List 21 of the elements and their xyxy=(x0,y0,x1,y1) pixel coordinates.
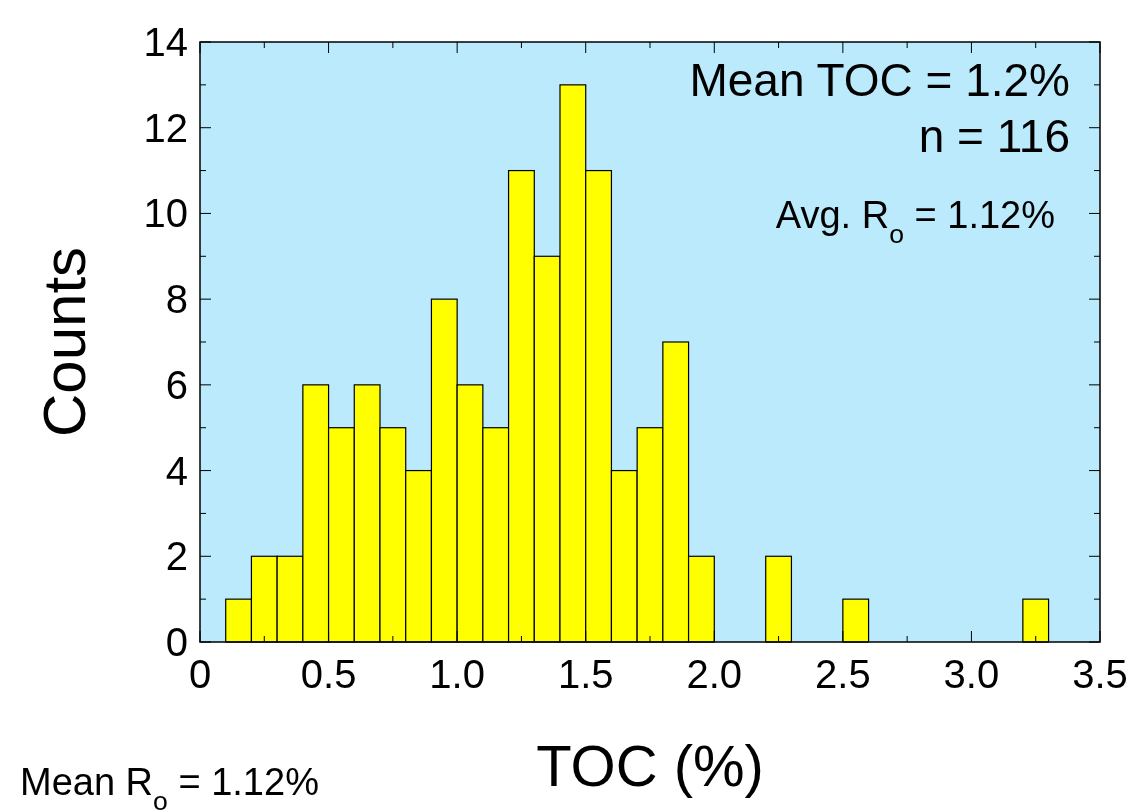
y-tick-label: 2 xyxy=(165,534,188,579)
x-tick-label: 2.0 xyxy=(686,652,743,696)
annotation: n = 116 xyxy=(918,110,1070,162)
y-tick-label: 4 xyxy=(165,448,188,493)
x-tick-label: 3.5 xyxy=(1072,652,1128,696)
y-tick-label: 0 xyxy=(165,620,188,664)
text: Mean R$_{o}$ = 1.12% xyxy=(20,761,319,810)
x-tick-label: 1.0 xyxy=(429,652,485,696)
y-tick-label: 8 xyxy=(165,277,188,322)
y-axis-title: Counts xyxy=(31,246,98,438)
y-tick-label: 6 xyxy=(165,362,188,407)
y-tick-label: 14 xyxy=(143,20,188,64)
y-tick-label: 10 xyxy=(143,191,188,236)
x-tick-label: 2.5 xyxy=(815,652,871,696)
y-tick-label: 12 xyxy=(143,105,188,150)
annotation: Mean TOC = 1.2% xyxy=(689,54,1070,106)
x-tick-label: 0.5 xyxy=(300,652,357,696)
annotation: Avg. R$_{o}$ = 1.12% xyxy=(775,194,1055,249)
x-tick-label: 3.0 xyxy=(943,652,1000,696)
x-axis-title: TOC (%) xyxy=(536,733,764,798)
x-tick-label: 1.5 xyxy=(557,652,614,696)
